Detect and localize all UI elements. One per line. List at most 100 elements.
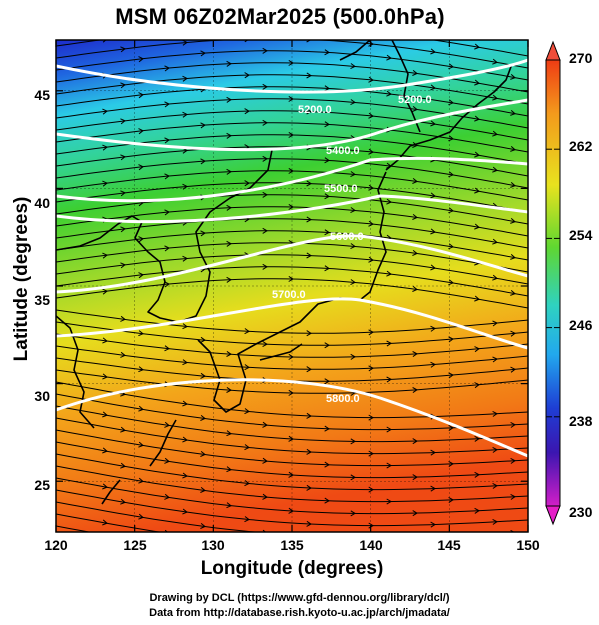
wind-arrow-head bbox=[510, 330, 516, 337]
wind-arrow-head bbox=[120, 118, 126, 125]
wind-arrow-head bbox=[120, 426, 126, 433]
wind-arrow-head bbox=[226, 168, 232, 175]
wind-arrow-head bbox=[492, 94, 498, 101]
wind-arrow-head bbox=[182, 40, 188, 46]
wind-arrow-head bbox=[138, 405, 144, 412]
wind-arrow-head bbox=[244, 72, 250, 79]
wind-arrow-head bbox=[102, 108, 108, 115]
wind-arrow-head bbox=[430, 120, 436, 127]
wind-arrow-head bbox=[165, 30, 170, 35]
streamline bbox=[56, 158, 528, 189]
contour-label: 5500.0 bbox=[324, 183, 358, 195]
streamline bbox=[56, 254, 528, 285]
wind-arrow-head bbox=[262, 457, 268, 464]
wind-arrow-head bbox=[475, 544, 479, 549]
wind-arrow-head bbox=[510, 366, 516, 373]
wind-arrow-head bbox=[288, 389, 294, 396]
wind-arrow-head bbox=[386, 54, 392, 61]
wind-arrow-head bbox=[262, 263, 268, 270]
streamline bbox=[56, 513, 163, 532]
wind-arrow-head bbox=[430, 361, 436, 368]
wind-arrow-head bbox=[244, 516, 250, 523]
streamline bbox=[56, 417, 528, 455]
wind-arrow-head bbox=[306, 252, 312, 259]
wind-arrow-head bbox=[120, 82, 126, 89]
wind-arrow-head bbox=[306, 40, 312, 43]
x-axis-label: Longitude (degrees) bbox=[200, 558, 384, 579]
wind-arrow-head bbox=[430, 485, 436, 492]
streamline bbox=[56, 194, 528, 225]
wind-arrow-head bbox=[474, 79, 480, 86]
wind-arrow-head bbox=[262, 155, 268, 162]
wind-arrow-head bbox=[182, 111, 188, 118]
wind-arrow-head bbox=[182, 436, 188, 443]
wind-arrow-head bbox=[350, 243, 356, 250]
wind-arrow-head bbox=[102, 447, 108, 454]
wind-arrow-head bbox=[244, 408, 250, 415]
wind-arrow-head bbox=[368, 365, 374, 372]
streamline bbox=[56, 40, 528, 57]
wind-arrow-head bbox=[350, 510, 356, 517]
streamline bbox=[56, 170, 528, 201]
wind-arrow-head bbox=[164, 345, 170, 352]
wind-arrow-head bbox=[244, 364, 250, 371]
wind-arrow-head bbox=[448, 63, 454, 70]
wind-arrow-head bbox=[412, 70, 418, 76]
contour-label: 5600.0 bbox=[330, 231, 364, 243]
wind-arrow-head bbox=[102, 337, 108, 344]
streamline bbox=[56, 230, 528, 261]
wind-arrow-head bbox=[386, 198, 392, 205]
wind-arrow-head bbox=[510, 290, 516, 296]
wind-arrow-head bbox=[244, 40, 249, 43]
wind-arrow-head bbox=[262, 421, 268, 428]
wind-arrow-head bbox=[262, 83, 268, 90]
wind-arrow-head bbox=[350, 63, 356, 70]
wind-arrow-head bbox=[226, 350, 232, 357]
wind-arrow-head bbox=[474, 151, 480, 158]
wind-arrow-head bbox=[448, 207, 454, 214]
wind-arrow-head bbox=[226, 386, 232, 393]
wind-arrow-head bbox=[164, 65, 170, 72]
wind-arrow-head bbox=[164, 173, 170, 180]
wind-arrow-head bbox=[226, 240, 232, 247]
streamline bbox=[56, 122, 528, 153]
contour-label: 5800.0 bbox=[326, 393, 360, 405]
coastline bbox=[56, 40, 513, 505]
wind-arrow-head bbox=[102, 288, 108, 295]
wind-arrow-head bbox=[474, 115, 480, 122]
wind-arrow-head bbox=[448, 424, 454, 432]
wind-arrow-head bbox=[324, 425, 330, 432]
wind-arrow-head bbox=[182, 400, 188, 407]
wind-arrow-head bbox=[350, 353, 356, 360]
colorbar-tick-label: 262 bbox=[569, 138, 593, 154]
wind-arrow-head bbox=[368, 184, 374, 191]
wind-arrow-head bbox=[138, 366, 144, 373]
wind-arrow-head bbox=[324, 342, 330, 349]
wind-arrow-head bbox=[138, 513, 144, 520]
wind-arrow-head bbox=[306, 180, 312, 187]
wind-arrow-head bbox=[474, 187, 480, 194]
wind-arrow-head bbox=[200, 372, 206, 379]
credit-drawing: Drawing by DCL (https://www.gfd-dennou.o… bbox=[149, 592, 450, 604]
wind-arrow-head bbox=[200, 487, 206, 493]
wind-arrow-head bbox=[492, 238, 498, 245]
colorbar-tick-label: 246 bbox=[569, 317, 593, 333]
wind-arrow-head bbox=[448, 171, 454, 178]
wind-arrow-head bbox=[351, 28, 356, 33]
wind-arrow-head bbox=[288, 203, 294, 210]
streamline bbox=[56, 86, 528, 117]
streamline bbox=[56, 74, 528, 105]
wind-arrow-head bbox=[289, 24, 293, 29]
wind-arrow-head bbox=[200, 50, 206, 57]
wind-arrow-head bbox=[448, 135, 454, 142]
height-contours bbox=[56, 58, 528, 458]
wind-arrow-head bbox=[412, 438, 418, 445]
wind-arrow-head bbox=[164, 281, 170, 288]
streamline bbox=[56, 110, 528, 141]
colorbar-tick-label: 270 bbox=[569, 50, 593, 66]
x-tick-label: 150 bbox=[516, 537, 540, 553]
wind-arrow-head bbox=[492, 518, 498, 525]
wind-arrow-head bbox=[306, 72, 312, 79]
wind-arrow-head bbox=[492, 482, 498, 489]
wind-arrow-head bbox=[448, 496, 454, 504]
